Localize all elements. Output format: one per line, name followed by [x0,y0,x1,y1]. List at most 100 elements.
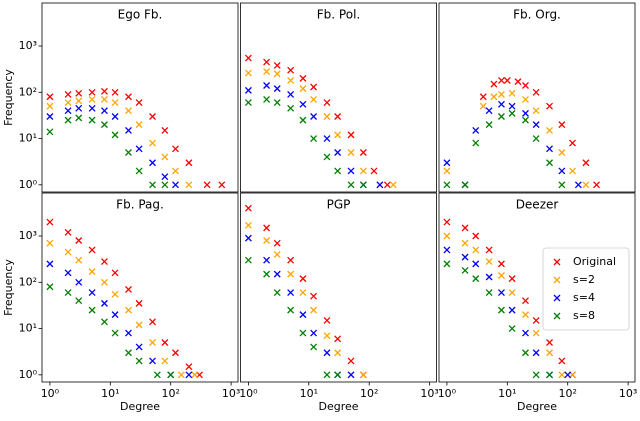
point [443,260,451,268]
panel: Fb. Pag. 10⁰ 10¹ 10² 10³ 10⁰ 10¹ 10² 10³ Degree Fr… [2,192,240,413]
point [263,68,271,76]
point [263,58,271,66]
x-tick-label: 10⁰ [438,387,457,400]
point [244,221,252,229]
panel-frame [41,192,239,383]
point [46,93,54,101]
point [287,270,295,278]
legend-box [542,247,630,331]
point [287,256,295,264]
point [558,149,566,156]
point [334,149,342,156]
point [443,167,451,175]
point [177,371,185,379]
point [323,99,331,107]
point [546,145,553,153]
point [508,306,516,314]
point [149,181,156,189]
point [532,121,540,129]
point [111,131,119,139]
point [88,104,96,112]
point [244,99,252,107]
point [310,306,318,314]
point [75,89,83,97]
point [111,269,119,277]
point [532,88,540,96]
point [485,273,493,281]
point [185,181,193,189]
point [558,357,566,365]
point [558,167,566,175]
point [111,88,119,96]
point [472,246,480,254]
point [287,289,295,297]
point [244,204,252,212]
point [472,275,480,283]
point [111,311,119,319]
y-tick-label: 10⁰ [19,178,38,191]
point [522,109,529,117]
point [64,99,72,107]
point [508,89,516,97]
point [376,181,384,189]
point [149,139,156,147]
point [383,181,391,189]
x-tick-label: 10⁰ [41,387,60,400]
point [485,107,493,115]
point [334,335,342,343]
point [310,95,318,103]
point [64,228,72,236]
point [508,102,516,110]
point [323,332,331,340]
point [359,181,367,189]
panel-title: Ego Fb. [118,8,163,22]
point [88,116,96,124]
point [479,93,487,101]
point [46,283,54,291]
point [64,289,72,297]
x-tick-label: 10⁰ [239,387,258,400]
point [299,289,307,297]
point [75,278,83,286]
point [443,159,451,167]
panel-frame [438,192,636,383]
point [593,181,600,189]
point [461,253,469,261]
panel: PGP 10⁰ 10¹ 10² 10³ Degree [239,192,439,413]
point [443,232,451,240]
point [574,181,582,189]
point [111,99,119,107]
point [497,77,505,84]
point [532,329,540,337]
panel-title: Deezer [516,198,559,212]
point [135,299,143,307]
point [359,371,367,379]
x-tick-label: 10¹ [101,387,119,400]
point [389,181,397,189]
point [125,126,132,134]
point [100,87,108,95]
point [334,131,342,139]
point [263,95,271,103]
point [532,316,540,324]
point [334,349,342,357]
point [347,357,355,365]
point [46,218,54,226]
point [323,153,331,161]
point [287,104,295,112]
point [558,371,566,379]
point [75,237,83,244]
point [359,167,367,175]
point [485,258,493,266]
point [46,113,54,120]
point [172,349,179,357]
point [263,82,271,89]
panel-title: PGP [327,198,351,212]
point [161,126,169,134]
point [273,289,281,297]
point [472,232,480,240]
panel-title: Fb. Pag. [116,198,164,212]
point [287,306,295,314]
point [334,113,342,120]
point [88,306,96,314]
